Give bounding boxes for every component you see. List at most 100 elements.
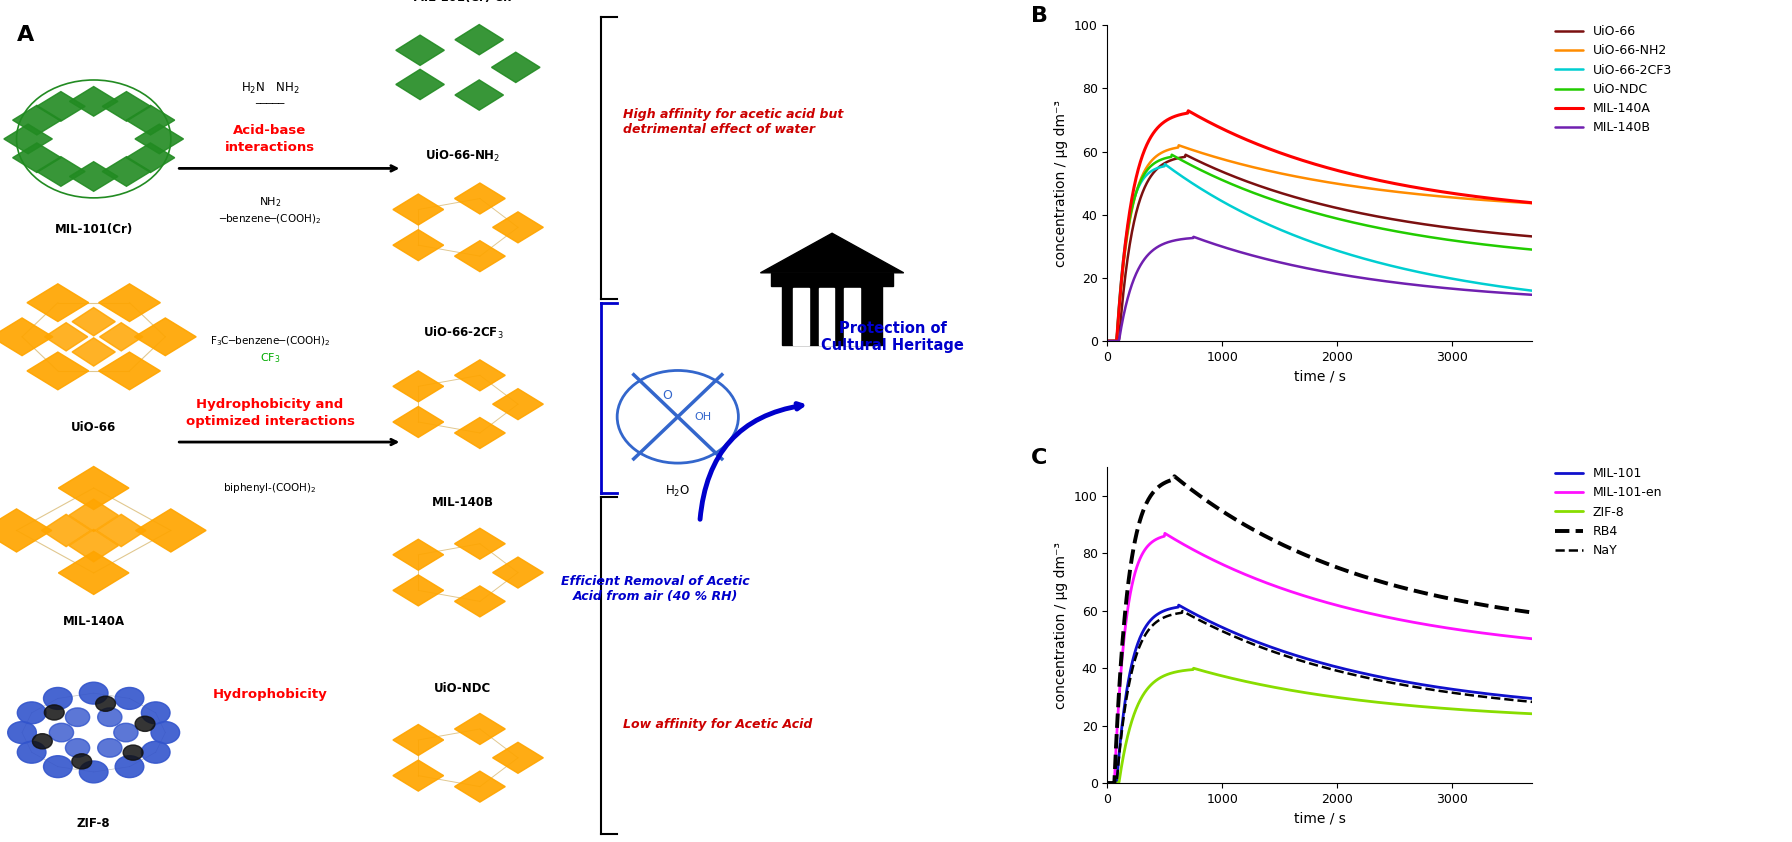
Polygon shape <box>99 284 159 322</box>
MIL-140B <box>1367 275 1389 285</box>
RB4 <box>1367 576 1389 586</box>
Line: UiO-66-2CF3: UiO-66-2CF3 <box>1107 164 1532 341</box>
MIL-140A <box>1355 173 1376 183</box>
Line: MIL-101: MIL-101 <box>1107 605 1532 783</box>
Circle shape <box>95 696 115 711</box>
MIL-101-en <box>1419 621 1441 631</box>
Circle shape <box>18 702 47 724</box>
UiO-66 <box>1462 226 1484 236</box>
UiO-66-2CF3 <box>1462 277 1484 287</box>
Polygon shape <box>27 284 90 322</box>
Polygon shape <box>45 322 88 351</box>
UiO-66-2CF3 <box>1344 251 1366 261</box>
RB4 <box>1124 543 1145 553</box>
X-axis label: time / s: time / s <box>1294 812 1346 825</box>
UiO-66-NH2 <box>1521 198 1543 208</box>
Polygon shape <box>493 557 543 588</box>
MIL-140B <box>1462 285 1484 296</box>
MIL-140A <box>1124 184 1145 195</box>
UiO-NDC <box>1355 221 1376 231</box>
Circle shape <box>66 738 90 757</box>
Polygon shape <box>41 514 91 546</box>
Text: Efficient Removal of Acetic
Acid from air (40 % RH): Efficient Removal of Acetic Acid from ai… <box>561 575 751 604</box>
UiO-66 <box>1419 220 1441 230</box>
Circle shape <box>50 723 73 742</box>
Text: B: B <box>1030 7 1048 26</box>
Polygon shape <box>493 743 543 773</box>
Circle shape <box>142 741 170 763</box>
MIL-101-en <box>1355 607 1376 617</box>
Circle shape <box>115 687 143 709</box>
UiO-66-NH2 <box>1168 141 1190 151</box>
UiO-NDC <box>1161 150 1183 160</box>
MIL-140B <box>1419 281 1441 291</box>
Polygon shape <box>396 69 444 99</box>
UiO-66-2CF3 <box>1097 336 1118 346</box>
Text: F$_3$C─benzene─(COOH)$_2$: F$_3$C─benzene─(COOH)$_2$ <box>210 334 330 348</box>
Polygon shape <box>0 318 54 355</box>
ZIF-8 <box>1419 702 1441 712</box>
NaY <box>1355 673 1376 683</box>
UiO-66-2CF3 <box>1124 196 1145 206</box>
MIL-101 <box>1097 778 1118 788</box>
Polygon shape <box>134 124 183 154</box>
Polygon shape <box>36 92 86 121</box>
Text: ─────: ───── <box>254 99 285 109</box>
Text: A: A <box>16 25 34 45</box>
Circle shape <box>151 722 179 743</box>
MIL-140B <box>1344 272 1366 282</box>
Bar <box>844 288 860 345</box>
UiO-66 <box>1097 336 1118 346</box>
Polygon shape <box>13 143 61 173</box>
MIL-101 <box>1168 600 1190 610</box>
UiO-66-NH2 <box>1097 336 1118 346</box>
NaY <box>1521 697 1543 707</box>
MIL-140B <box>1097 336 1118 346</box>
Polygon shape <box>455 713 505 744</box>
ZIF-8 <box>1183 663 1204 674</box>
X-axis label: time / s: time / s <box>1294 370 1346 383</box>
Polygon shape <box>455 183 505 214</box>
UiO-NDC <box>1097 336 1118 346</box>
Line: UiO-66-NH2: UiO-66-NH2 <box>1107 146 1532 341</box>
UiO-NDC <box>1367 223 1389 233</box>
ZIF-8 <box>1521 709 1543 719</box>
Line: MIL-101-en: MIL-101-en <box>1107 533 1532 783</box>
Circle shape <box>115 756 143 778</box>
Legend: MIL-101, MIL-101-en, ZIF-8, RB4, NaY: MIL-101, MIL-101-en, ZIF-8, RB4, NaY <box>1555 467 1663 557</box>
Circle shape <box>7 722 36 743</box>
MIL-101 <box>1355 669 1376 679</box>
MIL-140A <box>1419 185 1441 195</box>
UiO-66-NH2 <box>1419 190 1441 200</box>
NaY <box>1367 675 1389 685</box>
Polygon shape <box>27 352 90 390</box>
Polygon shape <box>392 760 444 791</box>
Circle shape <box>66 708 90 727</box>
UiO-66 <box>1344 207 1366 217</box>
Polygon shape <box>102 157 151 186</box>
Polygon shape <box>392 230 444 261</box>
MIL-101-en <box>1097 778 1118 788</box>
Polygon shape <box>760 233 903 273</box>
UiO-66-2CF3 <box>1367 258 1389 268</box>
UiO-66 <box>1521 232 1543 242</box>
ZIF-8 <box>1097 778 1118 788</box>
Legend: UiO-66, UiO-66-NH2, UiO-66-2CF3, UiO-NDC, MIL-140A, MIL-140B: UiO-66, UiO-66-NH2, UiO-66-2CF3, UiO-NDC… <box>1555 25 1672 135</box>
Polygon shape <box>455 528 505 559</box>
Circle shape <box>79 682 108 704</box>
Text: Acid-base: Acid-base <box>233 124 306 137</box>
Y-axis label: concentration / μg dm⁻³: concentration / μg dm⁻³ <box>1054 541 1068 709</box>
Circle shape <box>45 705 65 720</box>
UiO-66-NH2 <box>1367 184 1389 195</box>
Circle shape <box>32 733 52 749</box>
MIL-101 <box>1344 666 1366 676</box>
Polygon shape <box>125 105 174 135</box>
NaY <box>1172 606 1193 616</box>
Text: CF$_3$: CF$_3$ <box>260 351 280 365</box>
UiO-66 <box>1367 211 1389 221</box>
ZIF-8 <box>1462 706 1484 716</box>
MIL-101 <box>1521 694 1543 704</box>
MIL-101 <box>1462 687 1484 697</box>
Polygon shape <box>0 509 52 552</box>
Text: NH$_2$: NH$_2$ <box>258 195 281 209</box>
